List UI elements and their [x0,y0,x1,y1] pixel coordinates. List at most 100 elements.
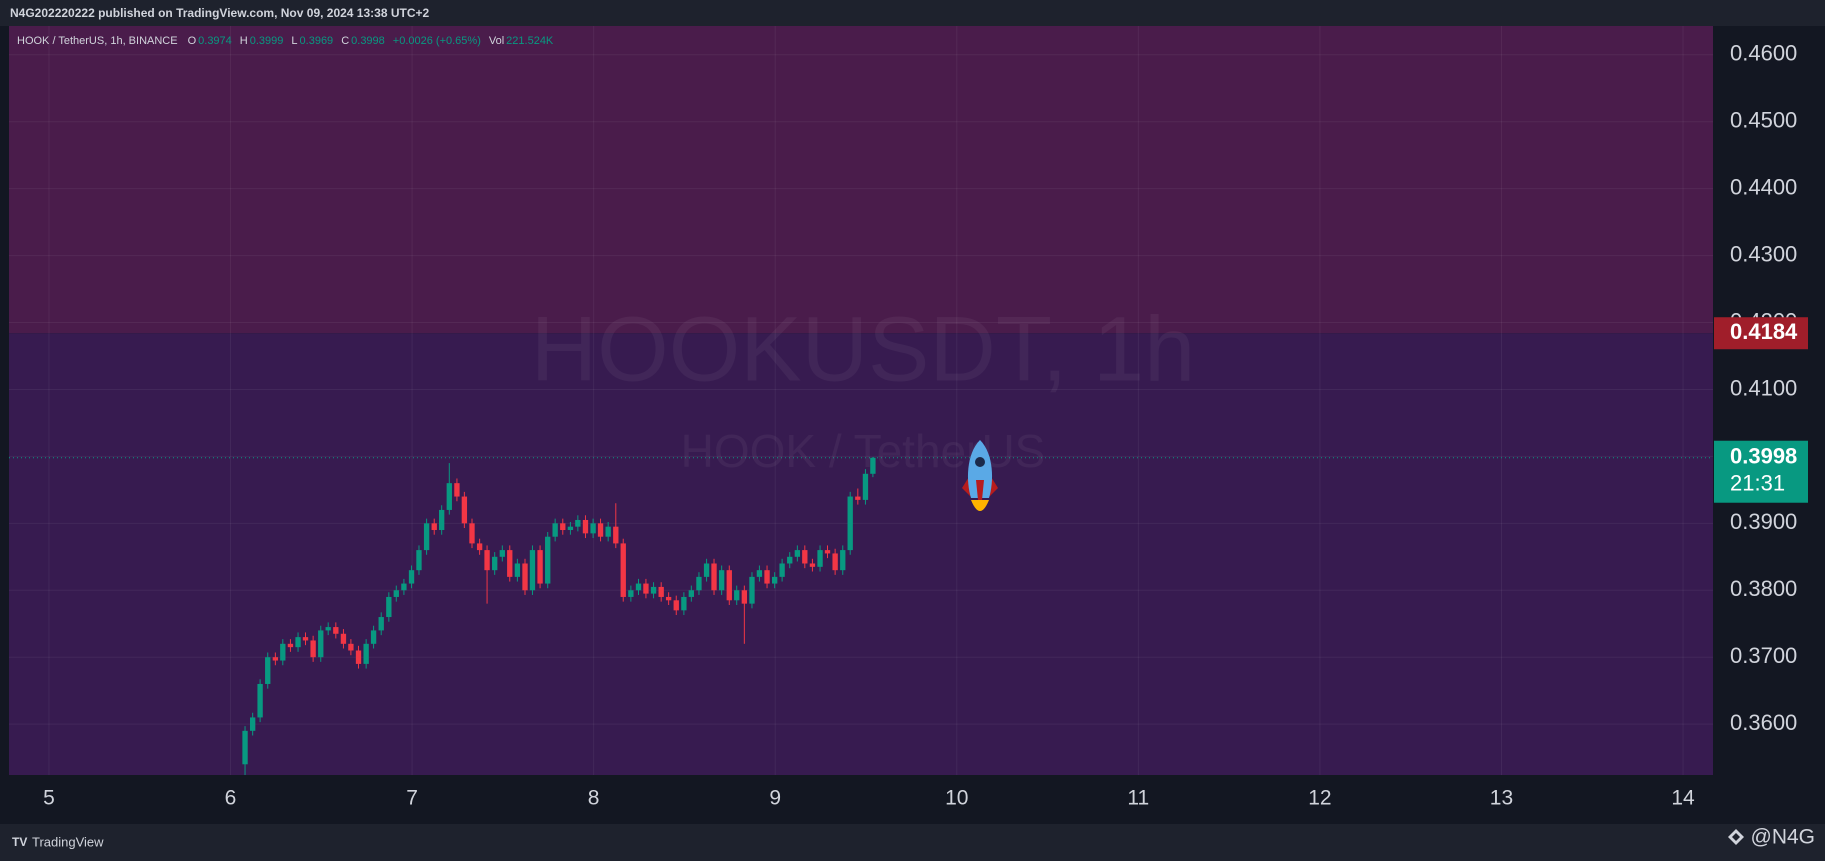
legend-value: 0.3969 [300,35,334,47]
candle-body [393,590,399,597]
candle-body [423,523,430,551]
candle-body [287,643,294,648]
candle-body [302,637,309,641]
candle-body [537,550,543,584]
published-text: N4G202220222 published on TradingView.co… [10,6,430,20]
candle-body [386,596,392,618]
candle-body [529,550,536,591]
candle-body [688,590,694,597]
candle-body [408,570,415,584]
candle-body [492,556,498,571]
legend: HOOK / TetherUS, 1h, BINANCE O 0.3974 H 0.39… [17,35,554,47]
candle-body [605,526,611,537]
candle-body [779,563,785,577]
candle-body [257,683,263,718]
x-tick-label: 12 [1308,787,1331,810]
header-bar [0,0,1825,26]
candle-body [431,523,437,531]
candle-body [787,556,793,564]
candle-body [439,509,445,531]
candle-body [764,570,770,584]
y-tick-label: 0.4300 [1730,241,1797,266]
candle-body [484,550,490,571]
candle-body [734,590,740,601]
x-tick-label: 5 [43,787,55,810]
candle-body [643,583,649,594]
candle-body [711,563,717,591]
candle-body [794,550,801,557]
legend-symbol: HOOK / TetherUS, 1h, BINANCE [17,35,178,47]
candle-body [696,576,702,591]
candle-body [545,536,551,584]
last-price-label: 0.3998 [1730,444,1797,469]
legend-value: 0.3998 [351,35,385,47]
legend-key: H [240,35,248,47]
candle-body [552,523,558,537]
footer-bar [0,824,1825,861]
candle-body [650,586,657,594]
candle-body [514,563,521,577]
candle-body [333,627,339,634]
candle-body [378,617,384,631]
candle-body [756,570,763,577]
candle-body [265,657,271,684]
candle-body [681,596,687,611]
candle-body [348,643,354,651]
legend-value: 0.3999 [250,35,284,47]
legend-key: Vol [489,35,504,47]
tv-logo-mark: TV [12,835,27,849]
candle-body [363,643,369,664]
y-tick-label: 0.3700 [1730,643,1797,668]
candle-body [499,550,505,557]
candle-body [249,717,256,731]
x-tick-label: 9 [769,787,781,810]
candle-body [401,583,407,591]
candle-body [847,496,853,551]
candle-body [454,483,460,497]
candle-body [749,576,755,604]
handle-icon [1728,829,1744,845]
candle-body [809,563,816,567]
y-tick-label: 0.3800 [1730,576,1797,601]
x-tick-label: 13 [1490,787,1513,810]
candle-body [673,600,679,611]
candle-body [590,523,596,534]
countdown-label: 21:31 [1730,471,1785,496]
y-tick-label: 0.3900 [1730,509,1797,534]
upper-zone [9,26,1713,334]
candle-body [416,550,422,571]
candle-body [446,483,452,510]
candle-body [469,523,475,544]
legend-value: 0.3974 [198,35,232,47]
candle-body [575,519,581,527]
x-tick-label: 14 [1671,787,1695,810]
candle-body [476,543,483,551]
candle-body [628,590,634,597]
candle-body [817,550,823,567]
price-axis [1713,26,1825,824]
candle-body [295,637,301,648]
candle-body [272,657,279,661]
candle-body [461,496,468,524]
y-tick-label: 0.4100 [1730,375,1797,400]
candle-body [832,553,838,571]
candle-body [613,526,619,544]
candle-body [726,570,732,601]
zone-level-label: 0.4184 [1730,319,1798,344]
candle-body [824,550,831,554]
candle-body [310,640,316,658]
candle-body [567,526,574,531]
lower-zone [9,333,1713,775]
candle-body [802,550,808,564]
zone-level-box [1714,317,1808,350]
candle-body [862,473,869,500]
y-tick-label: 0.4500 [1730,108,1797,133]
candle-body [560,523,566,531]
candle-body [522,563,528,591]
y-tick-label: 0.3600 [1730,710,1797,735]
legend-key: C [341,35,349,47]
legend-volume: 221.524K [506,35,554,47]
time-axis [0,775,1713,824]
candle-body [855,496,861,500]
